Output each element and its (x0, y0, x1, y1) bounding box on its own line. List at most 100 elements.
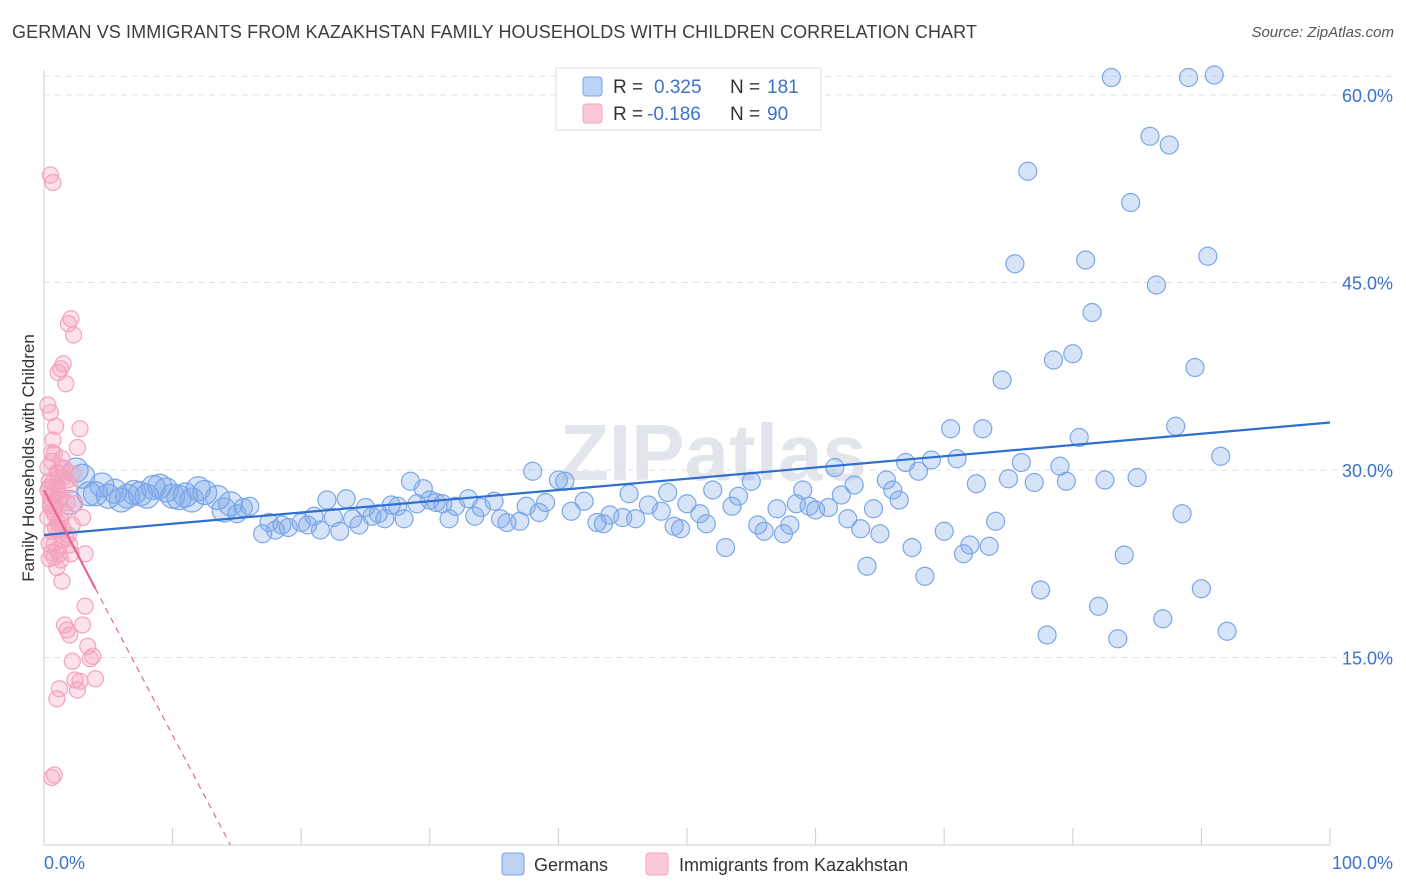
german-point (192, 479, 218, 506)
german-point (278, 517, 298, 538)
german-point (934, 521, 954, 541)
kazakh-point (57, 375, 75, 393)
german-point (1005, 254, 1025, 274)
german-point (754, 521, 774, 541)
german-point (1178, 67, 1199, 88)
kazakh-point (86, 670, 105, 688)
german-point (1121, 192, 1141, 213)
german-point (1211, 446, 1231, 466)
german-point (102, 478, 128, 504)
german-point (818, 497, 839, 518)
german-point (394, 509, 414, 529)
german-point (1217, 621, 1237, 641)
german-point (696, 514, 716, 534)
german-point (1101, 67, 1121, 88)
german-point (690, 504, 710, 524)
kazakh-point (63, 652, 81, 670)
y-tick-label: 30.0% (1342, 461, 1393, 481)
german-point (857, 556, 877, 576)
bottom-legend-german: Germans (534, 855, 608, 875)
german-point (1153, 609, 1173, 629)
german-point (1114, 545, 1134, 565)
german-point (677, 494, 697, 514)
german-point (240, 496, 260, 516)
german-point (1069, 427, 1089, 448)
kazakh-trendline (43, 489, 97, 590)
kazakh-point (52, 487, 70, 505)
german-point (217, 491, 244, 517)
german-point (529, 502, 549, 523)
source-label: Source: ZipAtlas.com (1251, 24, 1394, 41)
german-point (1037, 625, 1057, 645)
german-point (992, 370, 1012, 390)
german-point (870, 524, 890, 544)
german-points (57, 65, 1237, 649)
german-point (658, 482, 678, 503)
kazakh-points (39, 166, 105, 787)
german-point (253, 524, 273, 544)
german-point (1095, 470, 1115, 490)
kazakh-point (84, 647, 102, 665)
kazakh-point (45, 445, 63, 463)
german-point (728, 486, 749, 506)
legend-r-label-1: R = (613, 77, 643, 98)
kazakh-point (81, 650, 99, 668)
german-point (941, 419, 961, 439)
kazakh-point (54, 355, 72, 373)
german-point (1082, 302, 1102, 323)
kazakh-trendline-extension (94, 588, 232, 846)
german-point (722, 496, 742, 516)
chart-title: GERMAN VS IMMIGRANTS FROM KAZAKHSTAN FAM… (12, 22, 978, 42)
kazakh-point (53, 572, 71, 590)
german-point (619, 484, 639, 504)
correlation-legend: R = 0.325 N = 181 R = -0.186 N = 90 (555, 67, 822, 131)
trendlines (43, 421, 1331, 846)
german-point (1056, 471, 1076, 491)
german-point (523, 461, 543, 481)
german-point (851, 519, 871, 539)
german-point (947, 449, 967, 469)
german-point (1159, 135, 1179, 155)
german-point (76, 481, 102, 507)
german-point (147, 473, 173, 499)
german-point (863, 499, 884, 519)
german-point (703, 480, 723, 500)
german-point (388, 496, 408, 516)
german-point (1088, 596, 1109, 616)
kazakh-point (64, 326, 83, 344)
kazakh-point (58, 493, 76, 512)
german-point (998, 469, 1019, 489)
german-point (876, 470, 896, 490)
legend-r-value-2: -0.186 (647, 104, 701, 125)
german-point (1146, 275, 1166, 295)
german-point (651, 501, 671, 521)
y-tick-label: 15.0% (1342, 649, 1393, 669)
bottom-legend-kazakh: Immigrants from Kazakhstan (679, 855, 908, 875)
kazakh-point (44, 173, 62, 192)
german-point (317, 490, 337, 510)
german-point (1185, 357, 1205, 378)
kazakh-point (73, 616, 92, 634)
x-tick-label-min: 0.0% (44, 853, 85, 873)
german-point (1108, 629, 1128, 649)
y-tick-label: 60.0% (1342, 86, 1393, 106)
german-point (960, 535, 980, 555)
german-point (1191, 579, 1212, 599)
bottom-legend-swatch-german (501, 852, 525, 876)
legend-r-label-2: R = (613, 104, 643, 125)
watermark: ZIPatlas (560, 408, 867, 497)
german-point (439, 509, 459, 529)
german-point (1018, 161, 1038, 181)
legend-n-label-1: N = (730, 77, 760, 98)
german-point (715, 537, 736, 558)
y-tick-labels: 15.0% 30.0% 45.0% 60.0% (1342, 86, 1393, 669)
german-point (561, 501, 581, 521)
german-point (966, 474, 986, 494)
german-point (1127, 467, 1147, 488)
german-point (1172, 504, 1192, 524)
kazakh-point (52, 360, 70, 378)
kazakh-point (48, 690, 66, 708)
german-point (670, 519, 691, 539)
kazakh-point (58, 621, 76, 639)
